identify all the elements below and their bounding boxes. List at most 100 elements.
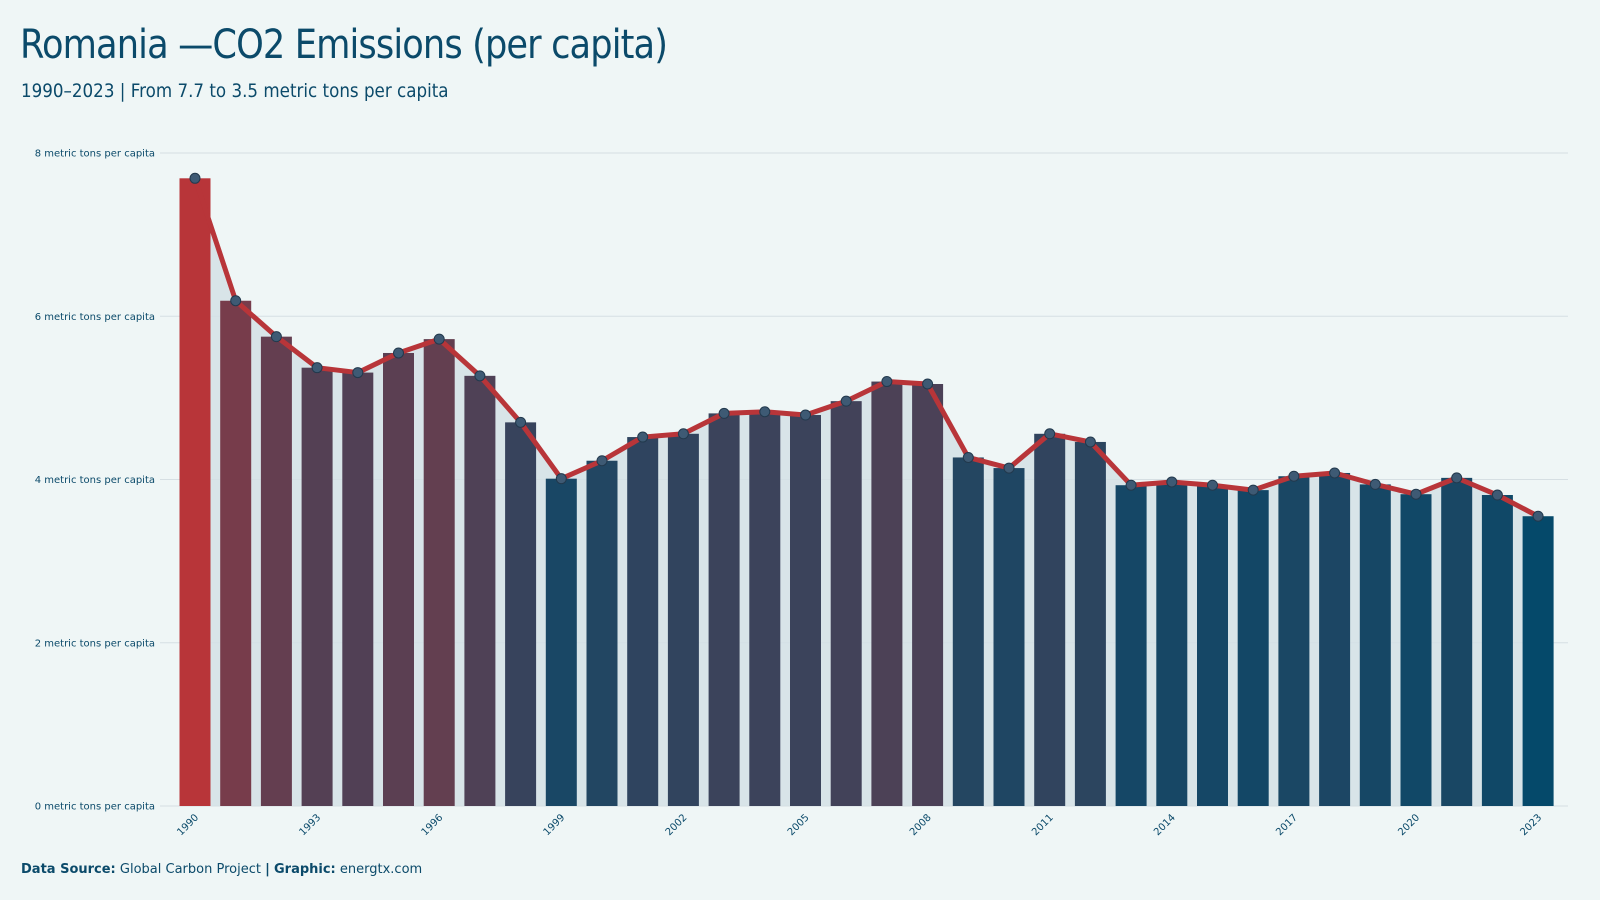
bar-1991 [220,300,252,806]
bar-2003 [708,413,740,806]
x-tick-label: 1993 [297,812,323,838]
bar-1992 [260,336,292,806]
y-tick-label: 0 metric tons per capita [35,802,155,813]
bar-1998 [505,422,537,806]
point-1996 [433,333,445,345]
bar-2014 [1156,481,1188,806]
point-2020 [1410,488,1422,500]
markers [189,172,1544,522]
x-axis-ticks: 1990 1993 1996 1999 2002 2005 2008 2011 2014 2017… [175,812,1544,838]
point-2009 [962,451,974,463]
point-1994 [352,367,364,379]
bar-1994 [342,372,374,806]
graphic-label: Graphic: [273,862,336,877]
point-2014 [1166,476,1178,488]
x-tick-label: 1996 [420,812,446,838]
chart-title: Romania —CO2 Emissions (per capita) [20,22,668,68]
point-2007 [881,376,893,388]
footer: Data Source: Global Carbon Project | Gra… [21,862,422,877]
bar-2015 [1197,485,1228,806]
footer-separator: | [265,862,270,877]
point-1998 [515,416,527,428]
point-2022 [1491,489,1503,501]
x-tick-label: 2020 [1396,812,1422,838]
trend-line [192,175,1541,519]
bar-1990 [179,178,211,806]
bar-2017 [1278,476,1310,806]
point-1991 [230,295,242,307]
x-tick-label: 2002 [664,812,690,838]
x-tick-label: 2014 [1152,812,1178,838]
source-label: Data Source: [21,862,116,877]
point-1993 [311,362,323,374]
point-2012 [1084,436,1096,448]
bar-2021 [1441,477,1473,806]
bar-2016 [1237,490,1269,806]
bar-2002 [667,433,699,806]
bar-2022 [1481,495,1513,806]
point-2017 [1288,470,1300,482]
bar-2010 [993,468,1025,806]
bar-2008 [912,383,944,806]
point-2015 [1207,479,1218,491]
trend-line-layer [192,175,1541,519]
point-2003 [718,407,730,419]
chart-subtitle: 1990–2023 | From 7.7 to 3.5 metric tons … [21,80,449,102]
point-2004 [759,406,771,418]
x-tick-label: 2023 [1518,812,1544,838]
graphic-value: energtx.com [339,862,423,877]
point-1999 [555,473,567,485]
bar-2001 [627,437,659,806]
x-tick-label: 2008 [908,812,934,838]
x-tick-label: 2017 [1274,812,1300,838]
bar-2000 [586,460,618,806]
bar-2012 [1074,441,1106,806]
x-tick-label: 1999 [542,812,568,838]
bar-1996 [423,339,455,806]
bar-1995 [383,352,414,806]
point-2019 [1369,478,1381,490]
point-2023 [1532,510,1544,522]
point-2021 [1451,472,1463,484]
bar-2011 [1034,433,1066,806]
bar-2004 [749,411,781,806]
bar-2005 [790,415,821,806]
bar-2023 [1522,516,1554,806]
bar-2006 [830,401,862,806]
bar-2018 [1319,472,1351,806]
x-tick-label: 2011 [1030,812,1056,838]
point-2010 [1003,462,1015,474]
y-tick-label: 8 metric tons per capita [35,149,155,160]
point-2005 [800,409,811,421]
point-2006 [840,395,852,407]
y-tick-label: 4 metric tons per capita [35,475,155,486]
point-2013 [1125,479,1137,491]
y-axis-ticks: 0 metric tons per capita 2 metric tons pe… [35,149,155,813]
point-2002 [677,428,689,440]
point-1997 [474,370,486,382]
point-2008 [922,378,934,390]
bar-2019 [1359,484,1391,806]
bar-2013 [1115,485,1147,806]
bar-2009 [952,457,984,806]
point-2016 [1247,484,1259,496]
x-tick-label: 1990 [175,812,201,838]
y-tick-label: 6 metric tons per capita [35,312,155,323]
source-value: Global Carbon Project [119,862,261,877]
bar-2007 [871,381,903,806]
point-2018 [1329,467,1341,479]
bar-2020 [1400,494,1432,806]
point-1990 [189,172,201,184]
x-tick-label: 2005 [786,812,812,838]
point-2011 [1044,428,1056,440]
bars [179,178,1554,806]
point-2001 [637,431,649,443]
bar-1997 [464,375,496,806]
point-1995 [393,347,404,359]
point-2000 [596,455,608,467]
bar-1999 [545,478,577,806]
point-1992 [270,331,282,343]
bar-1993 [301,367,333,806]
y-tick-label: 2 metric tons per capita [35,638,155,649]
